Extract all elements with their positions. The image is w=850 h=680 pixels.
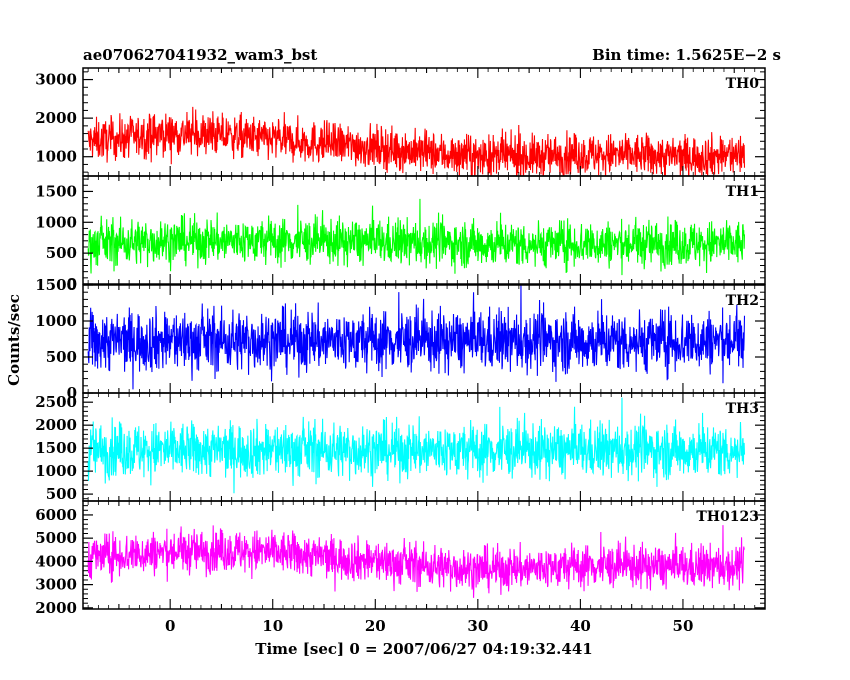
y-tick-label: 1000 — [35, 312, 77, 330]
y-tick-label: 0 — [67, 384, 77, 402]
panel-tag-th2: TH2 — [726, 293, 759, 309]
x-tick-label: 30 — [467, 617, 488, 635]
panel-th0123: TH0123 2000 3000 4000 5000 6000 — [35, 500, 766, 617]
y-tick-label: 6000 — [35, 506, 77, 524]
y-tick-label: 1000 — [35, 148, 77, 166]
y-axis-label: Counts/sec — [5, 294, 23, 386]
panel-tag-th0123: TH0123 — [696, 509, 759, 525]
y-tick-label: 1500 — [35, 276, 77, 294]
series-line-th2 — [87, 285, 746, 390]
x-tick-label: 50 — [673, 617, 694, 635]
chart-title-right: Bin time: 1.5625E−2 s — [592, 46, 781, 64]
y-tick-label: 500 — [46, 348, 77, 366]
panel-frame — [82, 67, 766, 177]
series-line-th1 — [87, 198, 746, 276]
series-line-th0123 — [87, 525, 745, 598]
y-tick-label: 3000 — [35, 576, 77, 594]
y-tick-label: 2000 — [35, 599, 77, 617]
x-tick-label: 20 — [365, 617, 386, 635]
y-tick-label: 500 — [46, 244, 77, 262]
y-tick-label: 1000 — [35, 462, 77, 480]
panel-tag-th0: TH0 — [726, 76, 760, 92]
panel-th0: TH0 1000 2000 3000 — [35, 67, 766, 177]
series-line-th0 — [87, 106, 746, 176]
y-tick-label: 5000 — [35, 529, 77, 547]
y-tick-label: 500 — [46, 485, 77, 503]
series-line-th3 — [87, 397, 746, 494]
panel-th1: TH1 0 500 1000 1500 — [35, 175, 766, 293]
y-tick-label: 2000 — [35, 109, 77, 127]
x-tick-label: 10 — [262, 617, 283, 635]
panel-frame — [82, 500, 766, 610]
y-tick-label: 1500 — [35, 182, 77, 200]
y-tick-label: 0 — [67, 275, 77, 293]
y-tick-label: 1500 — [35, 439, 77, 457]
panels-group: TH0100020003000TH1050010001500TH20500100… — [35, 67, 766, 635]
x-axis-label: Time [sec] 0 = 2007/06/27 04:19:32.441 — [255, 640, 592, 658]
y-tick-label: 3000 — [35, 71, 77, 89]
chart-title-left: ae070627041932_wam3_bst — [83, 46, 317, 64]
y-tick-label: 2000 — [35, 416, 77, 434]
y-tick-label: 1000 — [35, 213, 77, 231]
y-tick-label: 2500 — [35, 393, 77, 411]
x-tick-label: 0 — [165, 617, 175, 635]
panel-frame — [82, 175, 766, 285]
x-tick-label: 40 — [570, 617, 591, 635]
panel-th3: TH3 500 1000 1500 2000 2500 — [35, 392, 766, 503]
panel-tag-th3: TH3 — [726, 401, 759, 417]
panel-th2: TH2 0 500 1000 1500 — [35, 276, 766, 402]
y-tick-label: 4000 — [35, 552, 77, 570]
panel-tag-th1: TH1 — [726, 184, 759, 200]
